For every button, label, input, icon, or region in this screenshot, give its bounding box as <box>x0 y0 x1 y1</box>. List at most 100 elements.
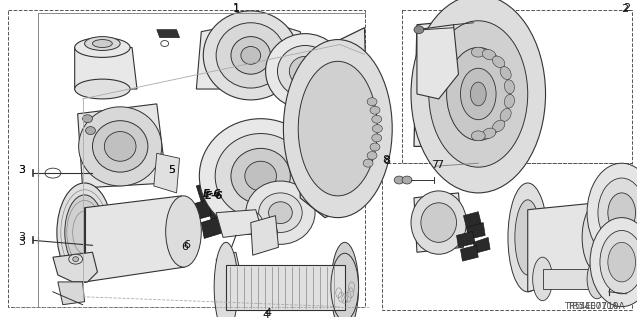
Ellipse shape <box>363 159 373 167</box>
Text: TR54E0710A: TR54E0710A <box>567 302 625 311</box>
Polygon shape <box>463 212 481 228</box>
Polygon shape <box>219 211 244 232</box>
Polygon shape <box>206 196 233 220</box>
Ellipse shape <box>372 115 381 123</box>
Bar <box>382 163 632 310</box>
Ellipse shape <box>370 106 380 114</box>
Polygon shape <box>251 216 278 255</box>
Ellipse shape <box>598 178 640 247</box>
Text: 1: 1 <box>232 4 239 14</box>
Ellipse shape <box>483 49 496 60</box>
Ellipse shape <box>241 46 260 64</box>
Ellipse shape <box>500 67 511 80</box>
Text: 3: 3 <box>18 232 25 243</box>
Ellipse shape <box>372 134 381 142</box>
Ellipse shape <box>608 242 636 282</box>
Polygon shape <box>414 193 463 252</box>
Ellipse shape <box>394 176 404 184</box>
Polygon shape <box>414 18 523 146</box>
Ellipse shape <box>470 82 486 106</box>
Polygon shape <box>53 252 97 282</box>
Text: 8: 8 <box>384 156 391 166</box>
Ellipse shape <box>429 21 528 167</box>
Ellipse shape <box>231 148 291 204</box>
Text: 5: 5 <box>168 165 175 175</box>
Ellipse shape <box>587 259 607 299</box>
Text: 7: 7 <box>436 160 443 170</box>
Ellipse shape <box>411 191 467 254</box>
Text: TR54E0710A: TR54E0710A <box>564 302 618 311</box>
Ellipse shape <box>216 23 285 88</box>
Text: 6: 6 <box>183 240 190 250</box>
Ellipse shape <box>79 107 162 186</box>
Bar <box>402 10 632 163</box>
Polygon shape <box>231 198 253 218</box>
Ellipse shape <box>492 120 505 132</box>
Ellipse shape <box>241 216 257 229</box>
Text: 4: 4 <box>264 308 271 317</box>
Ellipse shape <box>278 45 333 97</box>
Ellipse shape <box>259 227 273 238</box>
Ellipse shape <box>75 79 130 99</box>
Ellipse shape <box>84 36 120 51</box>
Polygon shape <box>77 104 166 188</box>
Ellipse shape <box>245 161 276 191</box>
Bar <box>226 265 345 310</box>
Text: 2: 2 <box>621 4 628 14</box>
Ellipse shape <box>284 40 392 218</box>
Polygon shape <box>75 47 137 89</box>
Ellipse shape <box>93 40 112 47</box>
Polygon shape <box>528 203 599 292</box>
Ellipse shape <box>504 80 515 93</box>
Ellipse shape <box>317 82 343 106</box>
Ellipse shape <box>57 183 112 282</box>
Ellipse shape <box>269 202 292 224</box>
Ellipse shape <box>204 11 298 100</box>
Ellipse shape <box>331 242 358 320</box>
Bar <box>8 10 365 307</box>
Polygon shape <box>300 28 369 218</box>
Text: 3: 3 <box>18 237 25 247</box>
Ellipse shape <box>414 26 424 34</box>
Polygon shape <box>460 245 478 261</box>
Polygon shape <box>84 196 184 282</box>
Text: 6: 6 <box>181 242 188 252</box>
Ellipse shape <box>308 74 351 114</box>
Ellipse shape <box>447 47 510 140</box>
Ellipse shape <box>402 176 412 184</box>
Ellipse shape <box>515 200 541 275</box>
Ellipse shape <box>231 36 271 74</box>
Ellipse shape <box>166 196 202 267</box>
Ellipse shape <box>253 223 278 242</box>
Ellipse shape <box>266 34 345 109</box>
Ellipse shape <box>370 143 380 151</box>
Ellipse shape <box>590 218 640 307</box>
Text: 4: 4 <box>262 309 269 320</box>
Polygon shape <box>196 20 310 89</box>
Ellipse shape <box>471 131 485 141</box>
Ellipse shape <box>289 56 321 86</box>
Text: 1: 1 <box>232 3 239 13</box>
Ellipse shape <box>492 56 505 68</box>
Ellipse shape <box>411 0 545 193</box>
Polygon shape <box>456 231 476 247</box>
Text: 8: 8 <box>383 155 390 165</box>
Ellipse shape <box>600 230 640 294</box>
Text: 7: 7 <box>431 160 438 170</box>
Ellipse shape <box>246 181 315 244</box>
Ellipse shape <box>68 254 83 264</box>
Text: 5: 5 <box>168 165 175 175</box>
Ellipse shape <box>582 203 614 272</box>
Ellipse shape <box>367 98 377 106</box>
Polygon shape <box>154 153 180 193</box>
Text: 3: 3 <box>18 165 25 175</box>
Ellipse shape <box>372 124 382 132</box>
Ellipse shape <box>608 193 636 232</box>
Polygon shape <box>216 210 262 237</box>
Ellipse shape <box>104 132 136 161</box>
Ellipse shape <box>508 183 547 292</box>
Ellipse shape <box>215 133 306 219</box>
Ellipse shape <box>500 108 511 121</box>
Ellipse shape <box>214 242 238 320</box>
Polygon shape <box>196 180 221 202</box>
